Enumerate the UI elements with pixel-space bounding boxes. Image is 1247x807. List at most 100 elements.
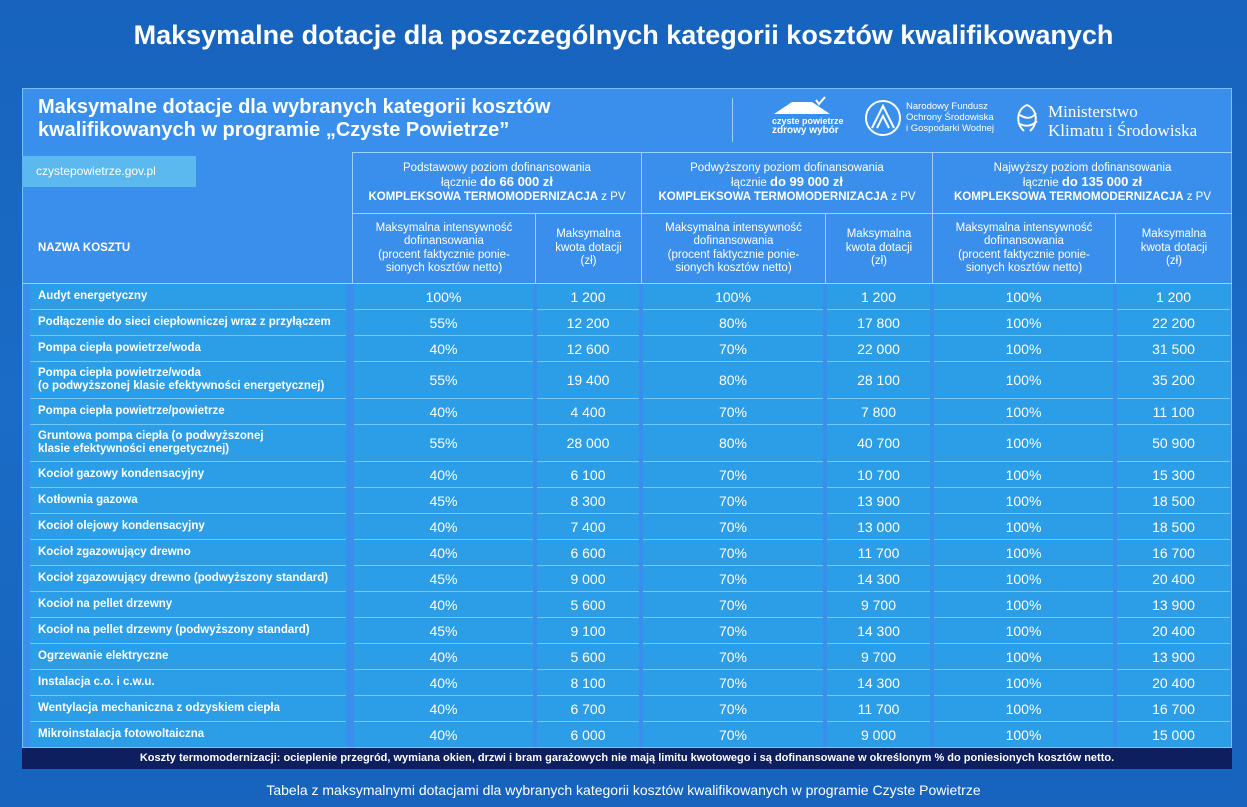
cell-value: 17 800	[857, 314, 900, 331]
cost-name: Ogrzewanie elektryczne	[30, 644, 346, 670]
table-cell: 16 700	[1117, 540, 1230, 566]
cell-value: 18 500	[1152, 518, 1195, 535]
cell-value: 70%	[718, 544, 748, 561]
table-cell: 100%	[354, 284, 533, 310]
cell-value: 45%	[429, 492, 458, 509]
column-label: NAZWA KOSZTU	[38, 241, 131, 254]
column-label: sionych kosztów netto)	[385, 262, 503, 274]
cost-name: Instalacja c.o. i c.w.u.	[30, 670, 346, 696]
level-amount: do 135 000 zł	[1061, 174, 1143, 190]
column-label: Maksymalna intensywność	[955, 221, 1093, 234]
cell-value: 40%	[429, 596, 458, 613]
cell-value: 6 700	[570, 700, 606, 717]
cell-value: 1 200	[570, 288, 606, 305]
table-cell: 40%	[354, 514, 533, 540]
cost-name: Audyt energetyczny	[30, 284, 346, 310]
cell-value: 100%	[1005, 570, 1042, 587]
cell-value: 100%	[1005, 492, 1042, 509]
column-label: kwota dotacji	[1140, 241, 1208, 254]
table-cell: 22 200	[1117, 310, 1230, 336]
cell-value: 40%	[429, 340, 458, 357]
table-cell: 100%	[934, 592, 1113, 618]
table-cell: 6 000	[537, 722, 639, 748]
table-cell: 40%	[354, 644, 533, 670]
level-prefix: łącznie	[1022, 177, 1059, 190]
table-cell: 70%	[643, 540, 823, 566]
cell-value: 100%	[1005, 544, 1042, 561]
cell-value: 10 700	[857, 466, 900, 483]
table-cell: 13 900	[827, 488, 930, 514]
table-cell: 40%	[354, 722, 533, 748]
logo-line: i Gospodarki Wodnej	[906, 123, 995, 134]
cost-name-line: Gruntowa pompa ciepła (o podwyższonej	[38, 430, 264, 442]
table-cell: 6 600	[537, 540, 639, 566]
cell-value: 13 900	[1152, 596, 1195, 613]
table-cell: 50 900	[1117, 425, 1230, 462]
level-scope: KOMPLEKSOWA TERMOMODERNIZACJA z PV	[368, 191, 625, 205]
logo-line: Ministerstwo	[1048, 102, 1138, 121]
table-cell: 13 900	[1117, 644, 1230, 670]
table-cell: 70%	[643, 696, 823, 722]
table-cell: 80%	[643, 310, 823, 336]
table-cell: 28 100	[827, 362, 930, 399]
cell-value: 9 700	[860, 596, 897, 613]
table-cell: 13 000	[827, 514, 930, 540]
table-cell: 70%	[643, 722, 823, 748]
table-cell: 40%	[354, 592, 533, 618]
cell-value: 16 700	[1152, 544, 1195, 561]
table-cell: 40%	[354, 336, 533, 362]
table-cell: 6 700	[537, 696, 639, 722]
cell-value: 40%	[429, 726, 458, 743]
cell-value: 9 000	[570, 570, 606, 587]
level-scope: KOMPLEKSOWA TERMOMODERNIZACJA z PV	[658, 191, 915, 205]
cell-value: 16 700	[1152, 700, 1195, 717]
table-cell: 18 500	[1117, 514, 1230, 540]
cell-value: 100%	[1005, 372, 1042, 388]
table-cell: 1 200	[1117, 284, 1230, 310]
table-cell: 100%	[934, 514, 1113, 540]
table-cell: 18 500	[1117, 488, 1230, 514]
table-cell: 35 200	[1117, 362, 1230, 399]
scope-suffix: z PV	[1186, 190, 1212, 203]
cost-name-line: Kocioł zgazowujący drewno	[38, 546, 191, 558]
cost-name-line: Audyt energetyczny	[38, 290, 148, 302]
level-total: łącznie do 99 000 zł	[731, 175, 843, 191]
table-cell: 100%	[934, 618, 1113, 644]
table-cell: 100%	[934, 696, 1113, 722]
cell-value: 7 800	[860, 403, 897, 420]
cell-value: 80%	[718, 314, 748, 331]
cell-value: 100%	[1005, 466, 1042, 483]
cell-value: 100%	[1005, 700, 1042, 717]
logo-line: Ochrony Środowiska	[906, 112, 994, 123]
cell-value: 18 500	[1152, 492, 1195, 509]
column-header: NAZWA KOSZTU	[22, 214, 352, 284]
cell-value: 45%	[429, 622, 458, 639]
column-label: (zł)	[871, 255, 887, 268]
cell-value: 1 200	[860, 288, 897, 305]
table-cell: 20 400	[1117, 618, 1230, 644]
level-total: łącznie do 135 000 zł	[1023, 175, 1142, 191]
cell-value: 4 400	[570, 403, 606, 420]
column-label: Maksymalna intensywność	[665, 221, 802, 234]
cell-value: 28 000	[566, 435, 610, 451]
cell-value: 70%	[718, 648, 748, 665]
table-cell: 9 100	[537, 618, 639, 644]
cost-name-line: Kocioł na pellet drzewny (podwyższony st…	[38, 624, 310, 636]
cell-value: 70%	[718, 726, 748, 743]
cell-value: 100%	[1005, 674, 1042, 691]
cell-value: 40%	[429, 544, 458, 561]
cell-value: 22 000	[857, 340, 900, 357]
table-cell: 100%	[934, 284, 1113, 310]
cell-value: 13 000	[857, 518, 900, 535]
cell-value: 12 200	[566, 314, 610, 331]
table-cell: 20 400	[1117, 670, 1230, 696]
cell-value: 55%	[429, 372, 458, 388]
cost-name: Mikroinstalacja fotowoltaiczna	[30, 722, 346, 748]
table-cell: 11 700	[827, 696, 930, 722]
table-cell: 11 700	[827, 540, 930, 566]
table-cell: 9 700	[827, 592, 930, 618]
cell-value: 8 100	[570, 674, 606, 691]
cost-name: Kocioł gazowy kondensacyjny	[30, 462, 346, 488]
table-cell: 1 200	[537, 284, 639, 310]
table-cell: 70%	[643, 336, 823, 362]
